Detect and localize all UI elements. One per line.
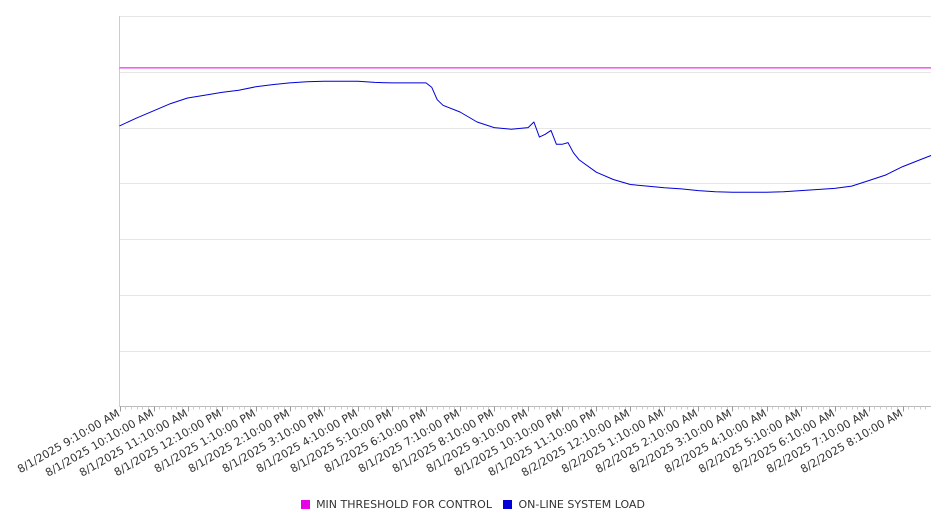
legend-swatch-threshold [301,500,311,509]
legend-label-threshold: MIN THRESHOLD FOR CONTROL [316,498,492,511]
legend-swatch-system-load [503,500,513,509]
legend-label-system-load: ON-LINE SYSTEM LOAD [518,498,645,511]
legend-item-threshold[interactable]: MIN THRESHOLD FOR CONTROL [301,498,492,511]
series-line-system-load [119,80,932,193]
legend: MIN THRESHOLD FOR CONTROL ON-LINE SYSTEM… [0,498,946,512]
legend-item-system-load[interactable]: ON-LINE SYSTEM LOAD [503,498,645,511]
